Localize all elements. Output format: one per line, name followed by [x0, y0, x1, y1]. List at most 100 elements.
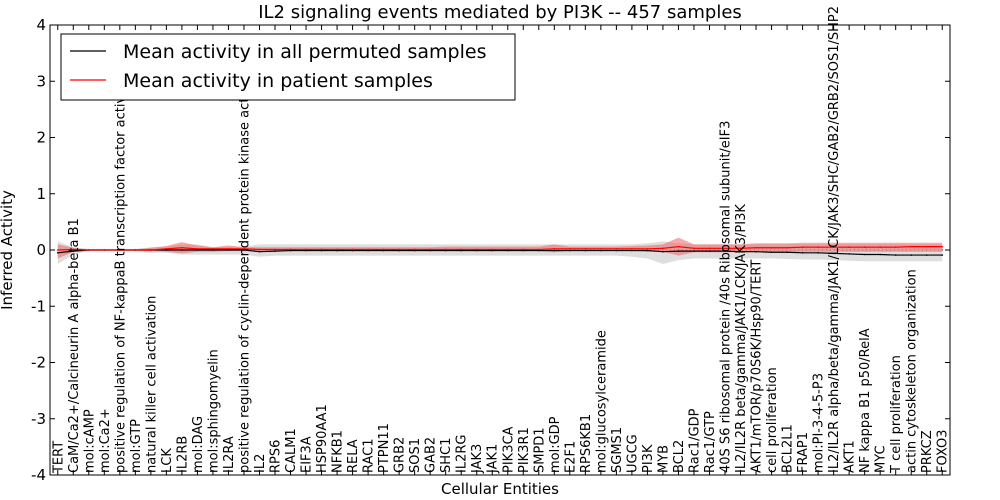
- category-label-30: PIK3R1: [517, 427, 532, 473]
- legend-label-1: Mean activity in patient samples: [123, 70, 433, 92]
- category-label-33: E2F1: [563, 441, 578, 473]
- ytick-label-1: -3: [31, 410, 46, 428]
- category-label-47: BCL2L1: [781, 424, 796, 473]
- category-label-34: RPS6KB1: [579, 414, 594, 473]
- patient-point-27: [475, 248, 478, 251]
- category-label-56: PRKCZ: [920, 430, 935, 473]
- permuted-point-52: [863, 253, 866, 256]
- patient-band: [57, 237, 943, 259]
- permuted-point-16: [305, 249, 307, 252]
- permuted-point-47: [786, 251, 788, 254]
- permuted-point-48: [801, 252, 804, 254]
- permuted-point-57: [941, 254, 944, 256]
- patient-point-1: [72, 248, 75, 251]
- category-label-32: mol:GDP: [548, 416, 563, 473]
- permuted-point-7: [165, 249, 168, 251]
- permuted-point-54: [894, 254, 897, 256]
- permuted-point-28: [491, 249, 494, 252]
- category-label-4: positive regulation of NF-kappaB transcr…: [113, 79, 128, 473]
- patient-point-18: [336, 248, 338, 251]
- permuted-point-10: [212, 249, 214, 251]
- category-label-9: mol:DAG: [191, 416, 206, 473]
- category-label-52: NF kappa B1 p50/RelA: [858, 328, 873, 473]
- permuted-point-43: [724, 250, 726, 252]
- patient-point-9: [196, 248, 199, 250]
- permuted-point-55: [910, 254, 913, 256]
- category-label-31: SMPD1: [532, 427, 547, 473]
- patient-point-45: [755, 246, 757, 249]
- permuted-point-23: [413, 249, 416, 252]
- patient-point-8: [181, 246, 183, 249]
- permuted-point-24: [429, 249, 431, 252]
- patient-point-5: [134, 249, 137, 251]
- ytick-label-2: -2: [31, 354, 46, 372]
- patient-point-16: [305, 248, 307, 251]
- patient-point-55: [910, 245, 913, 248]
- ytick-label-5: 1: [36, 185, 46, 203]
- category-label-3: mol:Ca2+: [98, 408, 113, 473]
- category-label-51: AKT1: [843, 440, 858, 473]
- category-label-44: IL2/IL2R beta/gamma/JAK1/LCK/JAK3/PI3K: [734, 204, 749, 473]
- patient-point-49: [817, 246, 819, 248]
- category-label-54: T cell proliferation: [889, 355, 904, 474]
- category-label-43: 40S S6 ribosomal protein /40s Ribosomal …: [719, 121, 734, 473]
- patient-point-2: [87, 249, 90, 251]
- patient-point-44: [739, 247, 742, 250]
- category-label-1: CaM/Ca2+/Calcineurin A alpha-beta B1: [67, 218, 82, 473]
- category-label-29: PIK3CA: [501, 426, 516, 473]
- category-label-39: MYB: [656, 445, 671, 473]
- category-label-11: IL2RA: [222, 436, 237, 473]
- category-label-21: PTPN11: [377, 423, 392, 473]
- permuted-point-21: [382, 249, 385, 252]
- patient-point-30: [522, 248, 525, 251]
- permuted-point-1: [72, 250, 75, 252]
- category-label-24: GAB2: [424, 437, 439, 473]
- y-axis-label: Inferred Activity: [0, 190, 16, 310]
- permuted-point-26: [460, 249, 463, 252]
- category-label-46: cell proliferation: [765, 367, 780, 473]
- permuted-point-0: [56, 252, 59, 254]
- legend-box: [60, 33, 516, 101]
- legend-label-0: Mean activity in all permuted samples: [123, 41, 486, 63]
- permuted-point-12: [243, 249, 245, 251]
- patient-point-15: [289, 248, 292, 251]
- category-label-50: IL2/IL2R alpha/beta/gamma/JAK1/LCK/JAK3/…: [827, 6, 842, 473]
- category-label-45: AKT1/mTOR/p70S6K/Hsp90/TERT: [750, 260, 765, 473]
- category-label-10: mol:sphingomyelin: [206, 349, 221, 473]
- permuted-point-46: [770, 251, 773, 254]
- category-label-53: MYC: [874, 445, 889, 473]
- category-label-20: RAC1: [362, 438, 377, 473]
- permuted-point-15: [289, 249, 292, 252]
- permuted-point-36: [615, 249, 618, 252]
- permuted-point-17: [320, 249, 323, 252]
- permuted-point-8: [181, 249, 183, 251]
- category-label-37: UGCG: [625, 434, 640, 473]
- patient-point-28: [491, 248, 494, 251]
- category-label-38: PI3K: [641, 444, 656, 473]
- ytick-label-4: 0: [36, 241, 46, 259]
- patient-point-24: [429, 248, 431, 251]
- category-label-18: NFKB1: [331, 430, 346, 473]
- patient-point-6: [150, 249, 152, 251]
- permuted-point-13: [258, 250, 261, 253]
- category-label-8: IL2RB: [175, 436, 190, 473]
- permuted-point-40: [677, 250, 680, 252]
- permuted-point-41: [693, 250, 695, 252]
- category-label-17: HSP90AA1: [315, 404, 330, 473]
- patient-point-19: [351, 248, 354, 251]
- category-label-36: SGMS1: [610, 427, 625, 473]
- patient-point-21: [382, 248, 385, 251]
- category-label-40: BCL2: [672, 440, 687, 473]
- permuted-point-49: [817, 252, 819, 254]
- permuted-point-14: [274, 250, 276, 252]
- patient-point-13: [258, 248, 261, 251]
- ytick-label-0: -4: [31, 466, 46, 484]
- permuted-point-50: [832, 252, 835, 255]
- category-label-41: Rac1/GDP: [687, 408, 702, 473]
- patient-point-47: [786, 246, 788, 249]
- patient-point-48: [801, 246, 804, 248]
- category-label-7: LCK: [160, 448, 175, 473]
- patient-point-53: [879, 246, 881, 248]
- permuted-point-30: [522, 249, 525, 252]
